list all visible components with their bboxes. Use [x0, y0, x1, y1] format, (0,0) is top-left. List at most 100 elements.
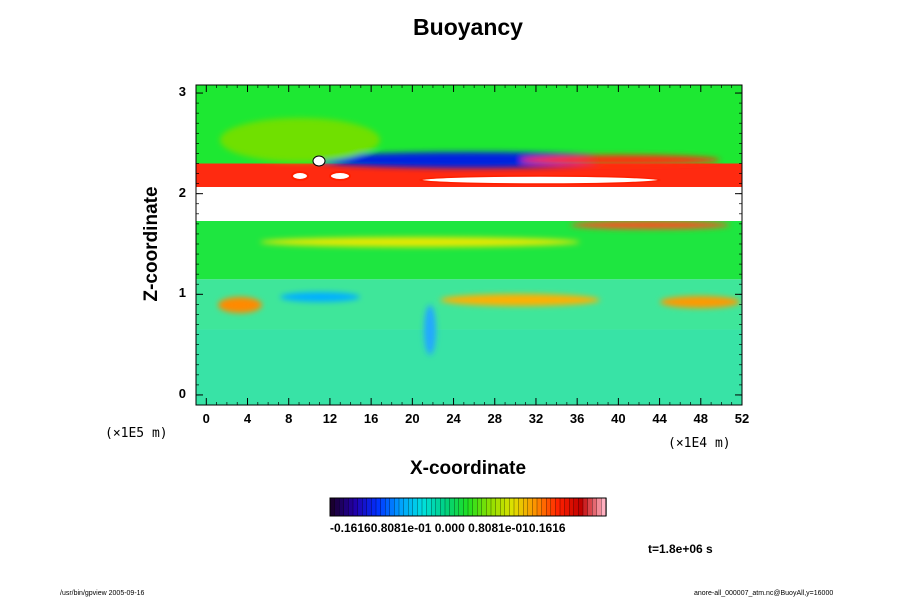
colorbar-cell: [486, 497, 492, 517]
colorbar-cell: [559, 497, 566, 517]
colorbar-cell: [435, 497, 442, 517]
colorbar-cell: [513, 497, 520, 517]
cold-streak-upper: [310, 152, 630, 168]
y-unit-label: (×1E5 m): [105, 426, 168, 441]
colorbar-cell: [366, 497, 373, 517]
colorbar-cell: [527, 497, 534, 517]
colorbar-labels: -0.16160.8081e-01 0.000 0.8081e-010.1616: [330, 521, 566, 535]
colorbar-cell: [536, 497, 543, 517]
colorbar-cell: [385, 497, 391, 517]
x-tick-label: 4: [243, 411, 252, 426]
colorbar-cell: [518, 497, 524, 517]
colorbar-cell: [546, 497, 552, 517]
colorbar-cell: [523, 497, 529, 517]
warm-anomaly-low-left: [218, 297, 262, 313]
colorbar-cell: [398, 497, 405, 517]
warm-streak-mid-right: [570, 221, 730, 229]
x-tick-label: 36: [569, 411, 585, 426]
warm-streak-upper: [520, 155, 720, 165]
colorbar-cell: [352, 497, 359, 517]
y-tick-label: 1: [178, 285, 186, 301]
x-tick-label: 28: [487, 411, 502, 426]
colorbar-cell: [481, 497, 488, 517]
x-tick-label: 40: [611, 411, 626, 426]
colorbar-cell: [509, 497, 515, 517]
cold-plume: [424, 305, 436, 355]
colorbar-cell: [495, 497, 501, 517]
colorbar-cell: [380, 497, 386, 517]
y-tick-label: 0: [178, 385, 186, 401]
colorbar-cell: [426, 497, 432, 517]
colorbar-cell: [371, 497, 377, 517]
colorbar-cell: [573, 497, 580, 517]
colorbar-cell: [550, 497, 557, 517]
band-0: [196, 329, 742, 405]
colorbar-cell: [417, 497, 423, 517]
x-tick-marks: [205, 85, 743, 405]
bubble-streak: [419, 175, 661, 185]
warm-anomaly-low-right: [660, 296, 740, 308]
x-tick-label: 0: [202, 411, 210, 426]
colorbar-cell: [329, 497, 336, 517]
x-tick-label: 20: [405, 411, 420, 426]
colorbar-cell: [403, 497, 409, 517]
x-tick-label: 44: [652, 411, 667, 426]
heatmap-field: [196, 85, 742, 405]
footer-left: /usr/bin/gpview 2005-09-16: [60, 590, 145, 597]
bubble-2: [291, 171, 309, 181]
colorbar-cell: [362, 497, 368, 517]
colorbar-frame: [329, 497, 607, 517]
x-tick-label: 24: [446, 411, 461, 426]
wave-region-upper: [220, 118, 380, 162]
colorbar-cell: [541, 497, 547, 517]
cold-anomaly-low-left: [280, 292, 360, 302]
colorbar: [329, 497, 607, 517]
plot-frame: [195, 84, 743, 406]
colorbar-cell: [555, 497, 561, 517]
time-label: t=1.8e+06 s: [648, 542, 713, 556]
x-tick-label: 52: [734, 411, 750, 426]
colorbar-cell: [421, 497, 428, 517]
colorbar-cell: [444, 497, 451, 517]
colorbar-cell: [375, 497, 382, 517]
colorbar-cell: [472, 497, 478, 517]
colorbar-cell: [477, 497, 483, 517]
bubble-3: [329, 171, 351, 181]
y-tick-label: 2: [178, 184, 186, 200]
colorbar-cell: [408, 497, 414, 517]
colorbar-cell: [339, 497, 345, 517]
colorbar-cell: [440, 497, 446, 517]
white-band: [196, 187, 742, 221]
colorbar-cell: [500, 497, 506, 517]
colorbar-cell: [463, 497, 469, 517]
colorbar-cell: [569, 497, 575, 517]
colorbar-cell: [467, 497, 474, 517]
colorbar-cell: [458, 497, 465, 517]
x-tick-label: 12: [322, 411, 338, 426]
colorbar-cell: [431, 497, 437, 517]
yellow-band-mid: [260, 237, 580, 247]
x-tick-label: 16: [363, 411, 379, 426]
colorbar-cell: [564, 497, 570, 517]
colorbar-cell: [389, 497, 396, 517]
warm-anomaly-low-mid: [440, 294, 600, 306]
chart-title: Buoyancy: [413, 14, 523, 40]
colorbar-cell: [394, 497, 400, 517]
colorbar-cell: [532, 497, 538, 517]
y-tick-label: 3: [178, 84, 186, 100]
colorbar-cell: [592, 497, 598, 517]
colorbar-cell: [334, 497, 340, 517]
colorbar-cell: [449, 497, 455, 517]
colorbar-cell: [490, 497, 497, 517]
y-tick-marks: [196, 92, 742, 396]
bubble-1: [312, 155, 326, 167]
x-unit-label: (×1E4 m): [668, 436, 731, 451]
colorbar-cell: [454, 497, 460, 517]
colorbar-cell: [596, 497, 603, 517]
colorbar-cell: [348, 497, 354, 517]
colorbar-cell: [343, 497, 350, 517]
colorbar-cell: [578, 497, 584, 517]
footer-right: anore-all_000007_atm.nc@BuoyAll,y=16000: [694, 590, 834, 597]
x-tick-label: 32: [528, 411, 544, 426]
